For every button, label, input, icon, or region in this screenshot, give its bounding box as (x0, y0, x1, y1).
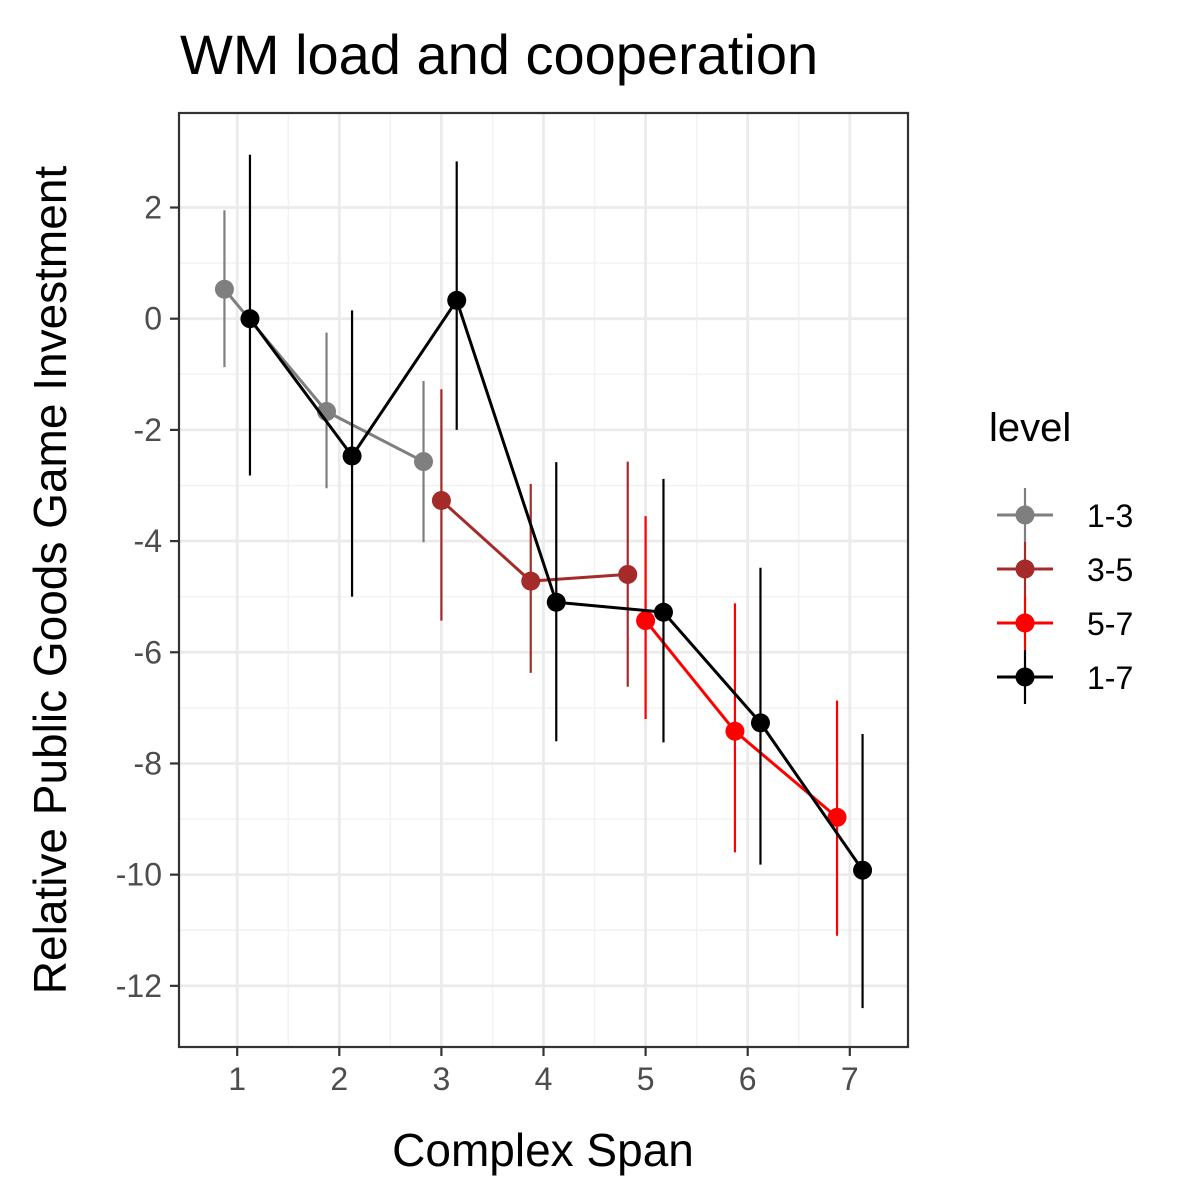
y-axis-title: Relative Public Goods Game Investment (24, 166, 76, 995)
y-tick-label: -6 (134, 634, 162, 670)
data-point (431, 490, 451, 510)
series-3-5 (431, 389, 638, 687)
legend-label: 5-7 (1087, 606, 1133, 642)
legend-item-1-3: 1-3 (997, 488, 1133, 542)
data-point (414, 452, 434, 472)
data-point (521, 571, 541, 591)
x-tick-label: 4 (535, 1061, 553, 1097)
chart-title: WM load and cooperation (180, 23, 818, 86)
data-point (214, 279, 234, 299)
data-point (827, 807, 847, 827)
series-1-7 (240, 154, 873, 1009)
legend-key-point (1015, 559, 1035, 579)
series-5-7 (636, 516, 847, 936)
data-point (853, 860, 873, 880)
y-tick-label: -10 (116, 857, 162, 893)
data-point (447, 290, 467, 310)
x-tick-label: 6 (739, 1061, 757, 1097)
legend-key-point (1015, 667, 1035, 687)
data-point (636, 611, 656, 631)
x-tick-label: 3 (433, 1061, 451, 1097)
data-point (618, 564, 638, 584)
data-point (750, 713, 770, 733)
legend-item-1-7: 1-7 (997, 650, 1133, 704)
y-tick-label: -2 (134, 412, 162, 448)
data-series (214, 154, 873, 1009)
y-tick-label: -4 (134, 523, 162, 559)
x-tick-label: 5 (637, 1061, 655, 1097)
legend-label: 1-7 (1087, 660, 1133, 696)
data-point (342, 446, 362, 466)
axes: 1 2 3 4 5 6 7 -12 -10 -8 -6 -4 -2 0 2 (116, 190, 859, 1097)
grid (179, 113, 908, 1047)
legend-item-3-5: 3-5 (997, 542, 1133, 596)
y-tick-label: -8 (134, 745, 162, 781)
legend: level 1-3 3-5 5-7 1-7 (989, 406, 1133, 704)
data-point (240, 309, 260, 329)
data-point (546, 592, 566, 612)
data-point (725, 721, 745, 741)
legend-key-point (1015, 613, 1035, 633)
legend-title: level (989, 406, 1071, 450)
x-tick-label: 2 (330, 1061, 348, 1097)
legend-key-point (1015, 505, 1035, 525)
legend-item-5-7: 5-7 (997, 596, 1133, 650)
x-tick-label: 1 (228, 1061, 246, 1097)
legend-label: 3-5 (1087, 552, 1133, 588)
y-tick-label: 0 (144, 301, 162, 337)
y-tick-label: 2 (144, 190, 162, 226)
x-axis-title: Complex Span (392, 1124, 694, 1176)
y-tick-label: -12 (116, 968, 162, 1004)
data-point (653, 602, 673, 622)
x-tick-label: 7 (841, 1061, 859, 1097)
legend-label: 1-3 (1087, 498, 1133, 534)
